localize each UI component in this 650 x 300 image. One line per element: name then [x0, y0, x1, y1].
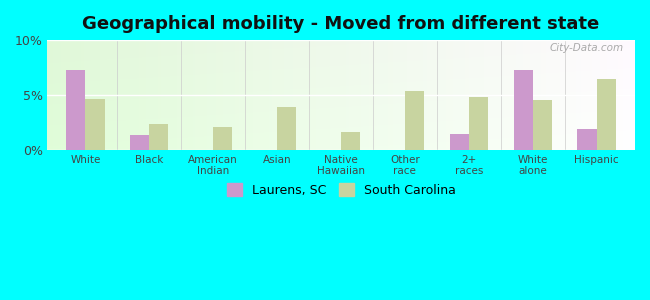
- Title: Geographical mobility - Moved from different state: Geographical mobility - Moved from diffe…: [83, 15, 600, 33]
- Bar: [66, 70, 85, 150]
- Bar: [85, 98, 105, 150]
- Bar: [277, 107, 296, 150]
- Bar: [450, 134, 469, 150]
- Bar: [533, 100, 552, 150]
- Text: City-Data.com: City-Data.com: [549, 44, 623, 53]
- Bar: [405, 91, 424, 150]
- Bar: [150, 124, 168, 150]
- Bar: [577, 129, 597, 150]
- Bar: [213, 127, 233, 150]
- Bar: [469, 98, 488, 150]
- Legend: Laurens, SC, South Carolina: Laurens, SC, South Carolina: [227, 183, 456, 197]
- Bar: [130, 135, 150, 150]
- Bar: [597, 79, 616, 150]
- Bar: [341, 132, 360, 150]
- Bar: [514, 70, 533, 150]
